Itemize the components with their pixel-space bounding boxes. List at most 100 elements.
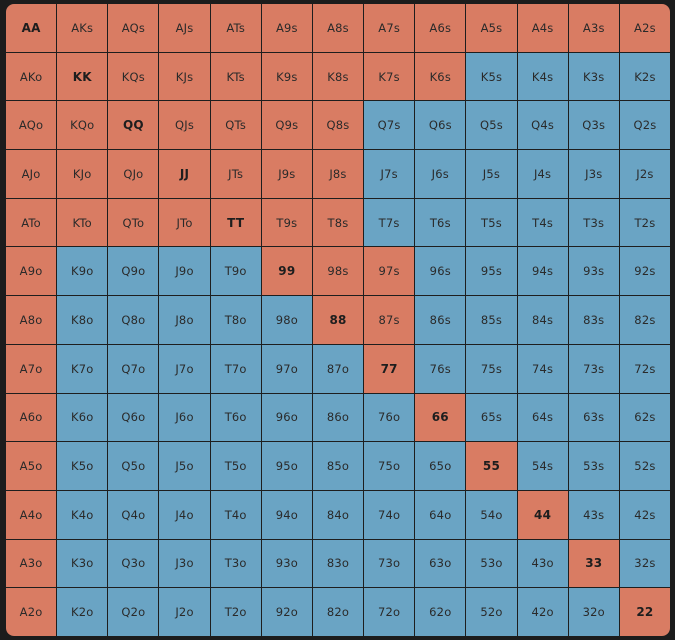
hand-cell-a5s[interactable]: A5s [466, 4, 517, 52]
hand-cell-22[interactable]: 22 [619, 588, 670, 636]
hand-cell-98o[interactable]: 98o [261, 296, 312, 344]
hand-cell-q6s[interactable]: Q6s [415, 101, 466, 150]
hand-cell-93o[interactable]: 93o [261, 539, 312, 588]
hand-cell-j9o[interactable]: J9o [159, 247, 210, 296]
hand-cell-74s[interactable]: 74s [517, 344, 568, 393]
hand-cell-q7s[interactable]: Q7s [364, 101, 415, 150]
hand-cell-q5o[interactable]: Q5o [108, 442, 159, 490]
hand-cell-t4o[interactable]: T4o [210, 490, 261, 539]
hand-cell-a5o[interactable]: A5o [6, 442, 57, 490]
hand-cell-t3o[interactable]: T3o [210, 539, 261, 588]
hand-cell-k8o[interactable]: K8o [57, 296, 108, 344]
hand-cell-52s[interactable]: 52s [619, 442, 670, 490]
hand-cell-75o[interactable]: 75o [364, 442, 415, 490]
hand-cell-a8o[interactable]: A8o [6, 296, 57, 344]
hand-cell-k4o[interactable]: K4o [57, 490, 108, 539]
hand-cell-53s[interactable]: 53s [568, 442, 619, 490]
hand-cell-97o[interactable]: 97o [261, 344, 312, 393]
hand-cell-j8s[interactable]: J8s [312, 150, 364, 198]
hand-cell-t7s[interactable]: T7s [364, 198, 415, 247]
hand-cell-72s[interactable]: 72s [619, 344, 670, 393]
hand-cell-65s[interactable]: 65s [466, 393, 517, 442]
hand-cell-t2o[interactable]: T2o [210, 588, 261, 636]
hand-cell-k3o[interactable]: K3o [57, 539, 108, 588]
hand-cell-t9o[interactable]: T9o [210, 247, 261, 296]
hand-cell-qq[interactable]: QQ [108, 101, 159, 150]
hand-cell-53o[interactable]: 53o [466, 539, 517, 588]
hand-cell-92o[interactable]: 92o [261, 588, 312, 636]
hand-cell-k7o[interactable]: K7o [57, 344, 108, 393]
hand-cell-95s[interactable]: 95s [466, 247, 517, 296]
hand-cell-88[interactable]: 88 [312, 296, 364, 344]
hand-cell-87s[interactable]: 87s [364, 296, 415, 344]
hand-cell-85s[interactable]: 85s [466, 296, 517, 344]
hand-cell-76s[interactable]: 76s [415, 344, 466, 393]
hand-cell-t6s[interactable]: T6s [415, 198, 466, 247]
hand-cell-k5s[interactable]: K5s [466, 52, 517, 101]
hand-cell-kjo[interactable]: KJo [57, 150, 108, 198]
hand-cell-ako[interactable]: AKo [6, 52, 57, 101]
hand-cell-j7o[interactable]: J7o [159, 344, 210, 393]
hand-cell-a4o[interactable]: A4o [6, 490, 57, 539]
hand-cell-t6o[interactable]: T6o [210, 393, 261, 442]
hand-cell-qto[interactable]: QTo [108, 198, 159, 247]
hand-cell-k8s[interactable]: K8s [312, 52, 364, 101]
hand-cell-tt[interactable]: TT [210, 198, 261, 247]
hand-cell-q9o[interactable]: Q9o [108, 247, 159, 296]
hand-cell-t5s[interactable]: T5s [466, 198, 517, 247]
hand-cell-94o[interactable]: 94o [261, 490, 312, 539]
hand-cell-qjs[interactable]: QJs [159, 101, 210, 150]
hand-cell-a8s[interactable]: A8s [312, 4, 364, 52]
hand-cell-j5o[interactable]: J5o [159, 442, 210, 490]
hand-cell-54o[interactable]: 54o [466, 490, 517, 539]
hand-cell-q8s[interactable]: Q8s [312, 101, 364, 150]
hand-cell-j6o[interactable]: J6o [159, 393, 210, 442]
hand-cell-t2s[interactable]: T2s [619, 198, 670, 247]
hand-cell-ajs[interactable]: AJs [159, 4, 210, 52]
hand-cell-aa[interactable]: AA [6, 4, 57, 52]
hand-cell-a3s[interactable]: A3s [568, 4, 619, 52]
hand-cell-77[interactable]: 77 [364, 344, 415, 393]
hand-cell-t3s[interactable]: T3s [568, 198, 619, 247]
hand-cell-84s[interactable]: 84s [517, 296, 568, 344]
hand-cell-76o[interactable]: 76o [364, 393, 415, 442]
hand-cell-95o[interactable]: 95o [261, 442, 312, 490]
hand-cell-jto[interactable]: JTo [159, 198, 210, 247]
hand-cell-jj[interactable]: JJ [159, 150, 210, 198]
hand-cell-a6s[interactable]: A6s [415, 4, 466, 52]
hand-cell-83o[interactable]: 83o [312, 539, 364, 588]
hand-cell-85o[interactable]: 85o [312, 442, 364, 490]
hand-cell-ats[interactable]: ATs [210, 4, 261, 52]
hand-cell-aqo[interactable]: AQo [6, 101, 57, 150]
hand-cell-t8o[interactable]: T8o [210, 296, 261, 344]
hand-cell-a6o[interactable]: A6o [6, 393, 57, 442]
hand-cell-k2o[interactable]: K2o [57, 588, 108, 636]
hand-cell-j4s[interactable]: J4s [517, 150, 568, 198]
hand-cell-k9o[interactable]: K9o [57, 247, 108, 296]
hand-cell-54s[interactable]: 54s [517, 442, 568, 490]
hand-cell-aks[interactable]: AKs [57, 4, 108, 52]
hand-cell-a2s[interactable]: A2s [619, 4, 670, 52]
hand-cell-ajo[interactable]: AJo [6, 150, 57, 198]
hand-cell-44[interactable]: 44 [517, 490, 568, 539]
hand-cell-k3s[interactable]: K3s [568, 52, 619, 101]
hand-cell-t9s[interactable]: T9s [261, 198, 312, 247]
hand-cell-64o[interactable]: 64o [415, 490, 466, 539]
hand-cell-63o[interactable]: 63o [415, 539, 466, 588]
hand-cell-a3o[interactable]: A3o [6, 539, 57, 588]
hand-cell-qjo[interactable]: QJo [108, 150, 159, 198]
hand-cell-q3o[interactable]: Q3o [108, 539, 159, 588]
hand-cell-62o[interactable]: 62o [415, 588, 466, 636]
hand-cell-32s[interactable]: 32s [619, 539, 670, 588]
hand-cell-a9o[interactable]: A9o [6, 247, 57, 296]
hand-cell-94s[interactable]: 94s [517, 247, 568, 296]
hand-cell-j7s[interactable]: J7s [364, 150, 415, 198]
hand-cell-t8s[interactable]: T8s [312, 198, 364, 247]
hand-cell-a7s[interactable]: A7s [364, 4, 415, 52]
hand-cell-q2s[interactable]: Q2s [619, 101, 670, 150]
hand-cell-97s[interactable]: 97s [364, 247, 415, 296]
hand-cell-t5o[interactable]: T5o [210, 442, 261, 490]
hand-cell-q3s[interactable]: Q3s [568, 101, 619, 150]
hand-cell-86o[interactable]: 86o [312, 393, 364, 442]
hand-cell-42s[interactable]: 42s [619, 490, 670, 539]
